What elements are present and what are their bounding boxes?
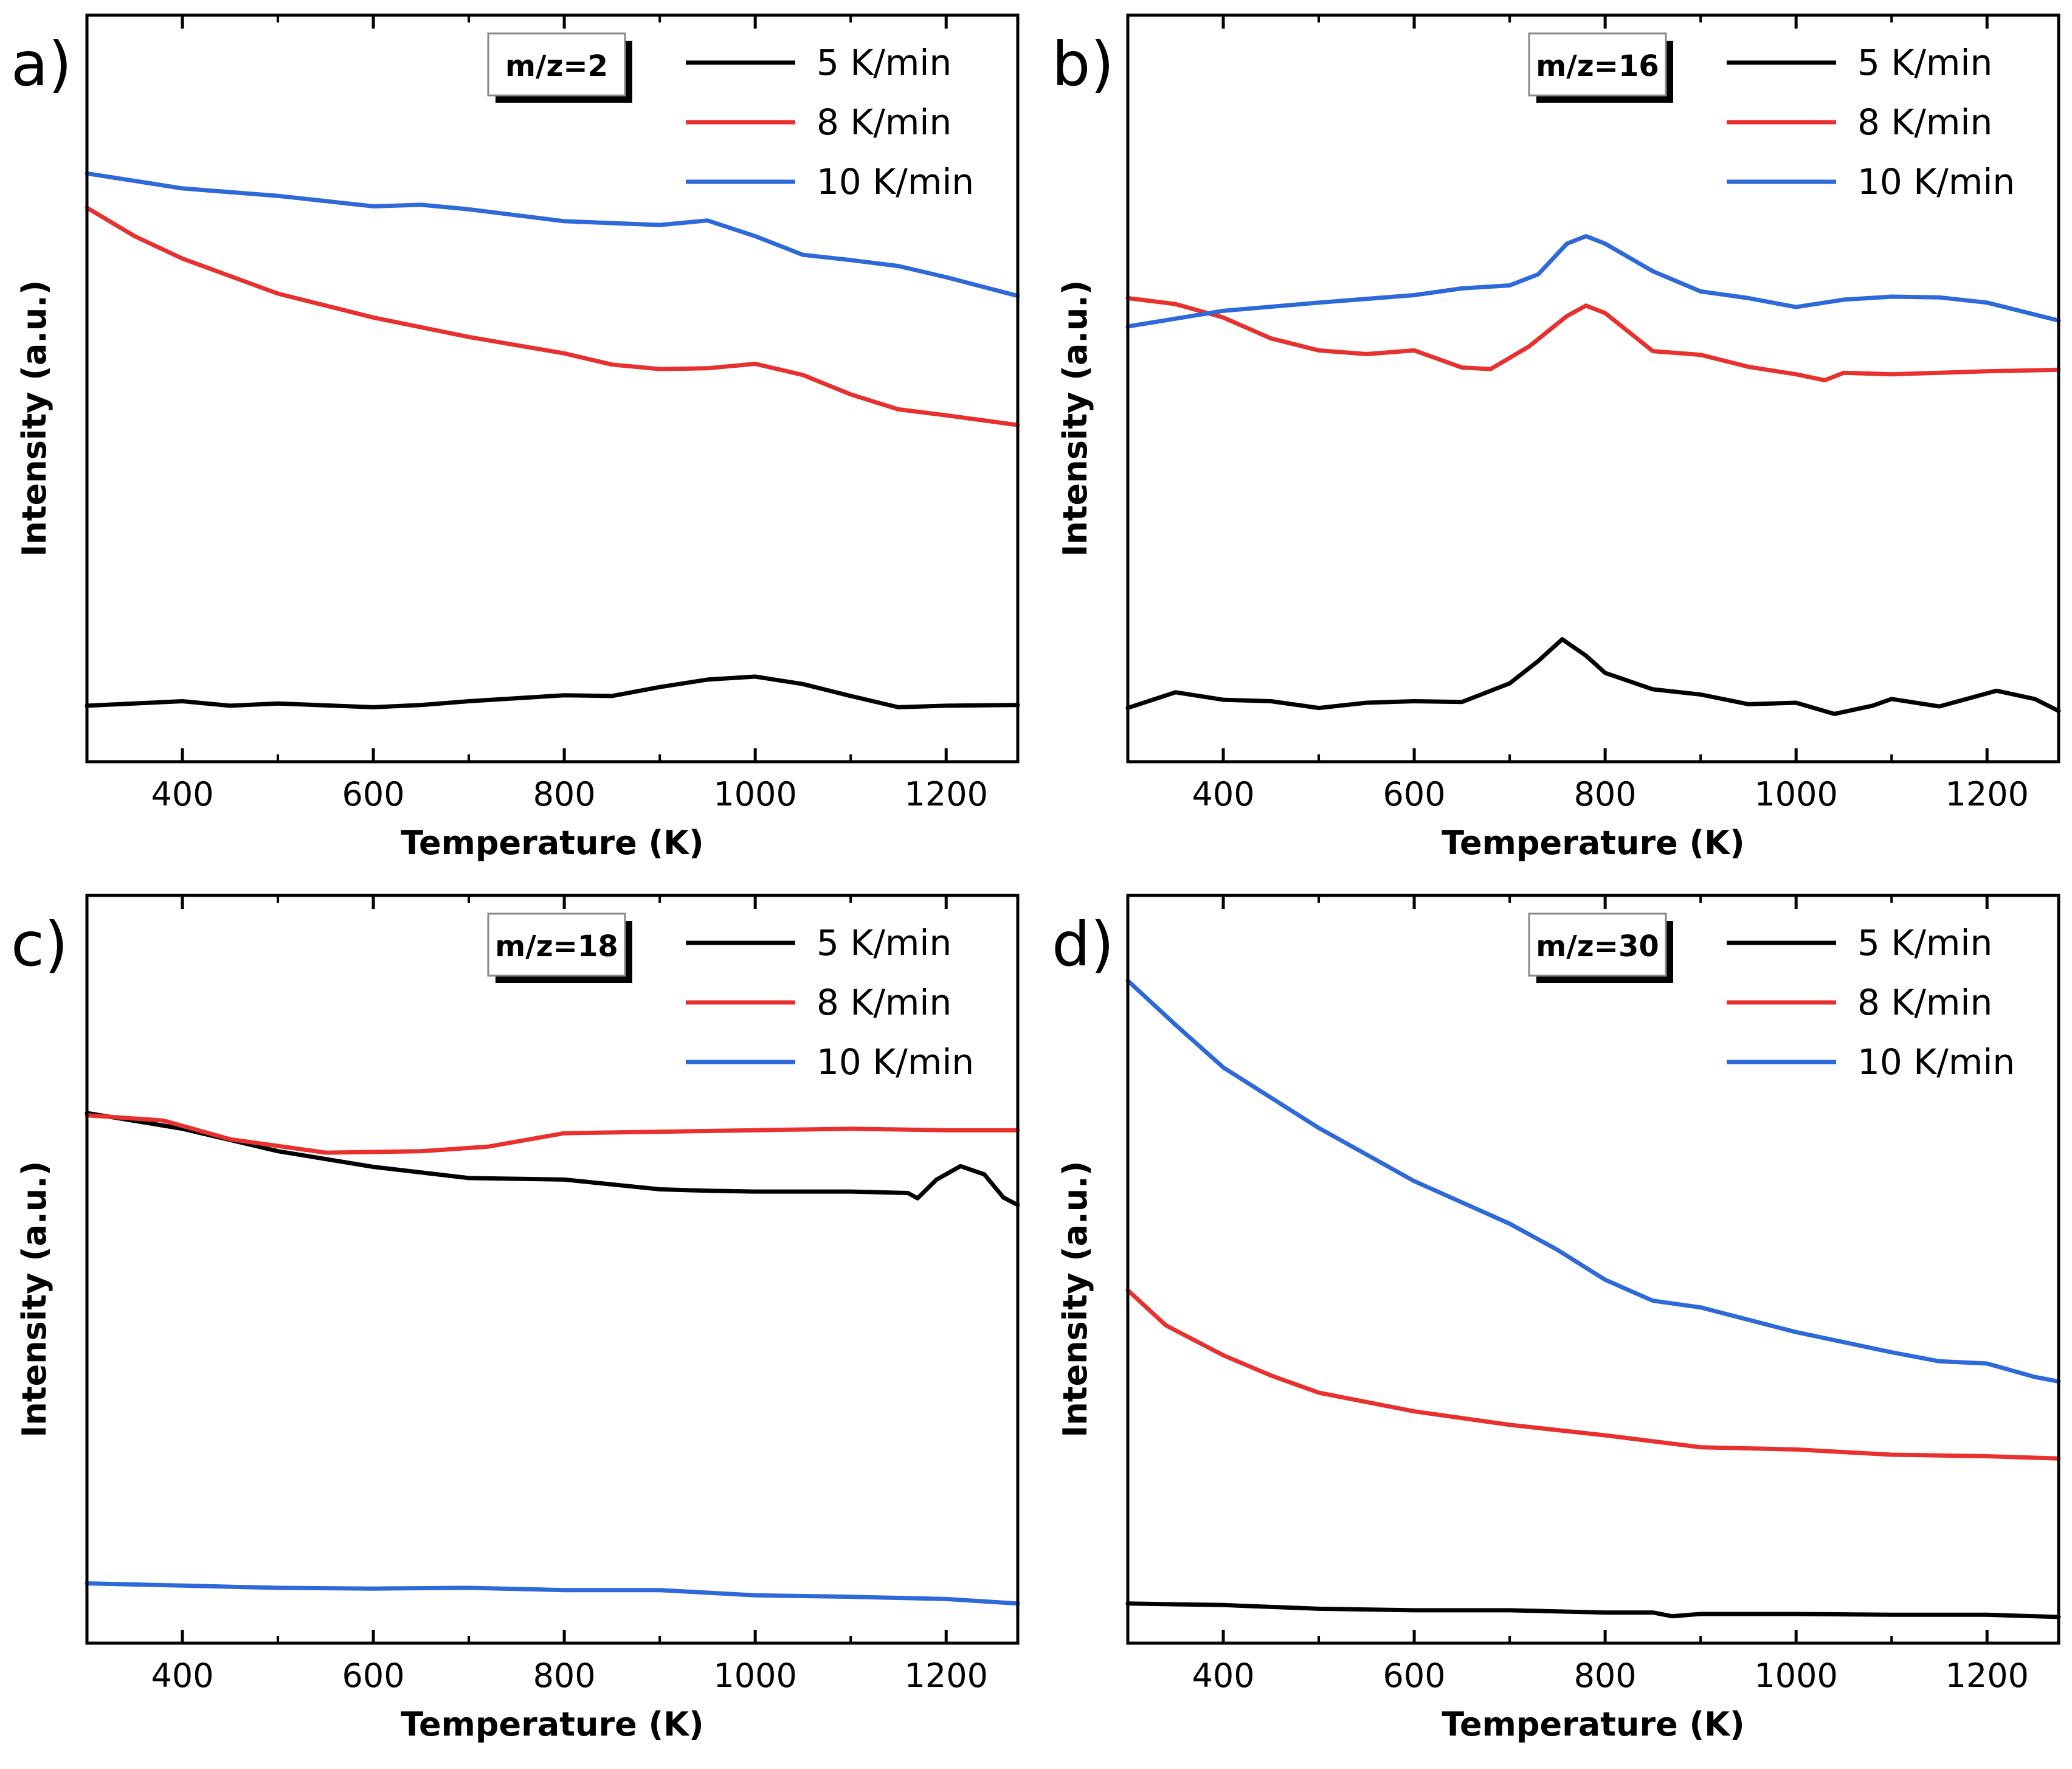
x-tick-label: 1000 (713, 1657, 796, 1695)
x-tick-label: 400 (151, 1657, 213, 1695)
legend-label: 8 K/min (1857, 982, 1992, 1023)
legend-label: 10 K/min (817, 1041, 974, 1083)
panel-label: b) (1052, 29, 1114, 100)
x-tick-label: 1200 (1946, 775, 2029, 813)
annotation-text: m/z=18 (495, 929, 618, 964)
legend-label: 5 K/min (817, 42, 951, 83)
x-tick-label: 1200 (905, 775, 988, 813)
legend-label: 5 K/min (817, 922, 951, 964)
x-tick-label: 800 (1574, 1657, 1637, 1695)
x-tick-label: 600 (342, 775, 405, 813)
series-line-10-k-min (1125, 978, 2061, 1384)
legend-label: 5 K/min (1857, 922, 1992, 964)
legend-label: 10 K/min (817, 161, 974, 202)
series-line-5-k-min (85, 674, 1020, 709)
y-axis-title: Intensity (a.u.) (15, 1161, 54, 1438)
panel-label: c) (11, 909, 68, 980)
x-axis-title: Temperature (K) (401, 824, 703, 862)
series-line-10-k-min (85, 1581, 1020, 1606)
legend-label: 8 K/min (1857, 102, 1992, 143)
x-axis-title: Temperature (K) (1442, 1705, 1744, 1743)
panel-label: a) (11, 29, 72, 100)
y-axis-title: Intensity (a.u.) (1056, 280, 1094, 557)
series-line-8-k-min (85, 205, 1020, 427)
legend-label: 10 K/min (1857, 1041, 2015, 1083)
annotation-box (1528, 32, 1667, 97)
x-tick-label: 1000 (1754, 775, 1837, 813)
plot-frame (1126, 13, 2060, 764)
x-tick-label: 800 (1574, 775, 1637, 813)
series-line-5-k-min (1125, 1601, 2061, 1619)
annotation-box (487, 32, 626, 97)
annotation-text: m/z=30 (1536, 929, 1659, 964)
x-tick-label: 1200 (1946, 1657, 2029, 1695)
annotation-box (487, 912, 626, 977)
chart-panel-d: d) 400 600 800 1000 1200 Temperature (K) Intens… (1052, 894, 2061, 1743)
y-axis-title: Intensity (a.u.) (15, 280, 54, 557)
x-axis-title: Temperature (K) (401, 1705, 703, 1743)
legend-label: 10 K/min (1857, 161, 2015, 202)
annotation-text: m/z=16 (1536, 49, 1659, 83)
x-tick-label: 600 (1383, 775, 1446, 813)
legend-label: 5 K/min (1857, 42, 1992, 83)
series-line-10-k-min (85, 171, 1020, 298)
chart-panel-a: a) 400 600 800 1000 1200 Temperature (K) Intens… (11, 13, 1020, 862)
series-line-8-k-min (1125, 295, 2061, 382)
x-tick-label: 1000 (1754, 1657, 1837, 1695)
legend-label: 8 K/min (817, 982, 951, 1023)
x-axis-title: Temperature (K) (1442, 824, 1744, 862)
x-tick-label: 800 (533, 1657, 596, 1695)
series-line-10-k-min (1125, 234, 2061, 329)
chart-panel-b: b) 400 600 800 1000 1200 Temperature (K) Intens… (1052, 13, 2061, 862)
x-tick-label: 600 (342, 1657, 405, 1695)
plot-frame (85, 13, 1020, 764)
x-tick-label: 1200 (905, 1657, 988, 1695)
series-line-8-k-min (1125, 1288, 2061, 1461)
panel-label: d) (1052, 909, 1114, 980)
chart-panel-c: c) 400 600 800 1000 1200 Temperature (K) Intens… (11, 894, 1020, 1743)
legend-label: 8 K/min (817, 102, 951, 143)
annotation-box (1528, 912, 1667, 977)
annotation-text: m/z=2 (505, 49, 608, 83)
y-axis-title: Intensity (a.u.) (1056, 1161, 1094, 1438)
series-line-5-k-min (1125, 637, 2061, 716)
x-tick-label: 600 (1383, 1657, 1446, 1695)
x-tick-label: 800 (533, 775, 596, 813)
x-tick-label: 400 (1192, 775, 1254, 813)
plot-frame (1126, 894, 2060, 1645)
x-tick-label: 1000 (713, 775, 796, 813)
series-line-5-k-min (85, 1111, 1020, 1207)
panels: a) 400 600 800 1000 1200 Temperature (K) Intens… (11, 13, 2061, 1743)
x-tick-label: 400 (1192, 1657, 1254, 1695)
plot-frame (85, 894, 1020, 1645)
x-tick-label: 400 (151, 775, 213, 813)
series-line-8-k-min (85, 1113, 1020, 1155)
